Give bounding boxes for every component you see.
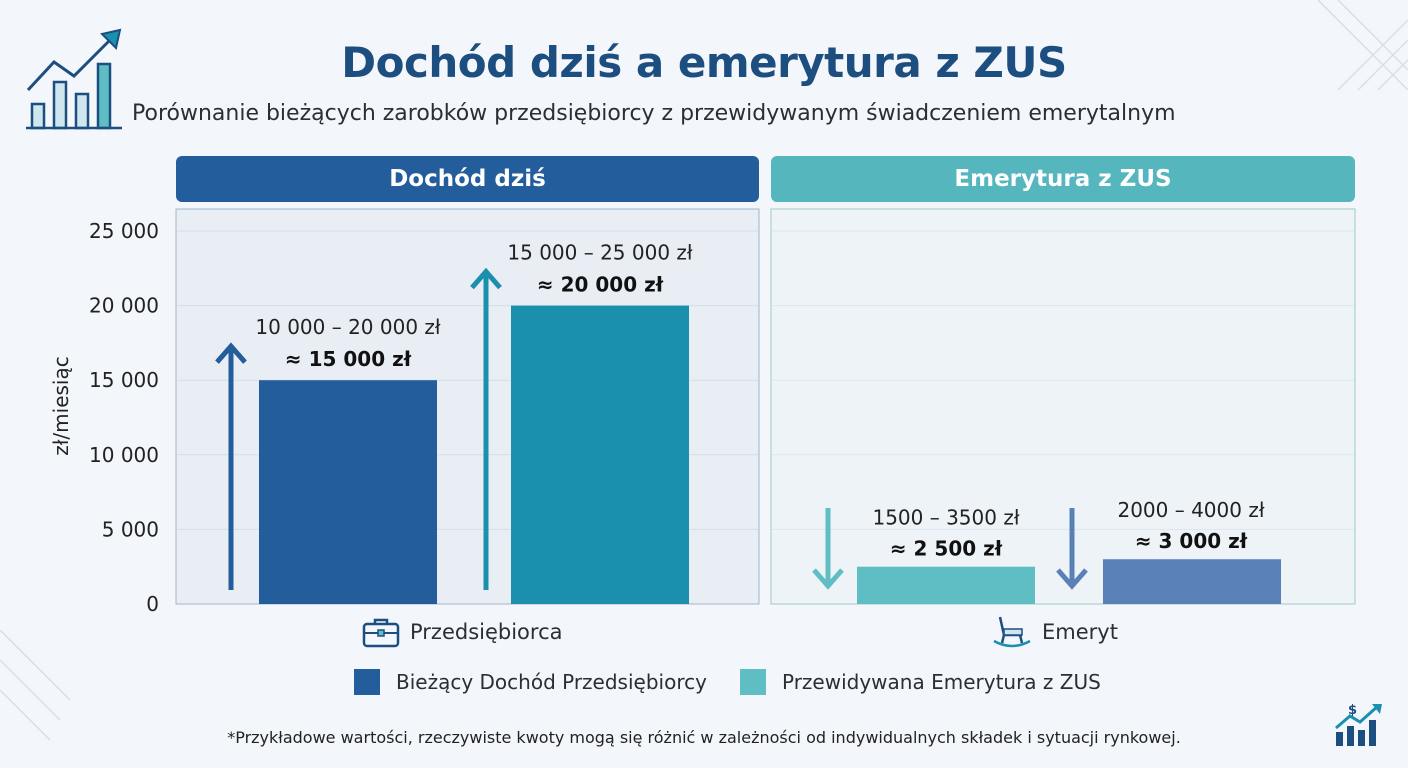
growth-chart-icon	[26, 28, 122, 130]
category-label-entrepreneur: Przedsiębiorca	[362, 616, 563, 648]
bar-range-label: 1500 – 3500 zł	[872, 506, 1019, 530]
down-arrow-head-icon	[1056, 568, 1088, 590]
up-arrow-head-icon	[470, 267, 502, 290]
legend-label-income: Bieżący Dochód Przedsiębiorcy	[396, 670, 707, 694]
panel-header-pension: Emerytura z ZUS	[771, 156, 1355, 202]
bar-range-label: 15 000 – 25 000 zł	[507, 241, 693, 265]
bar	[1103, 559, 1281, 604]
y-tick-label: 5 000	[102, 517, 159, 541]
page-subtitle: Porównanie bieżących zarobków przedsiębi…	[132, 101, 1176, 126]
bar	[511, 305, 689, 604]
legend-swatch-pension	[740, 669, 766, 695]
legend-item-pension: Przewidywana Emerytura z ZUS	[740, 668, 1101, 696]
up-arrow-head-icon	[215, 342, 247, 364]
page-title: Dochód dziś a emerytura z ZUS	[341, 38, 1067, 87]
category-label-text: Przedsiębiorca	[410, 620, 563, 644]
y-tick-label: 0	[146, 592, 159, 616]
y-tick-label: 15 000	[89, 368, 159, 392]
y-tick-label: 10 000	[89, 443, 159, 467]
y-tick-label: 20 000	[89, 294, 159, 318]
legend-item-income: Bieżący Dochód Przedsiębiorcy	[354, 668, 707, 696]
y-axis-label: zł/miesiąc	[49, 356, 73, 456]
panel-header-income: Dochód dziś	[176, 156, 759, 202]
y-tick-label: 25 000	[89, 219, 159, 243]
legend-label-pension: Przewidywana Emerytura z ZUS	[782, 670, 1101, 694]
bar	[857, 566, 1035, 604]
down-arrow-head-icon	[812, 568, 844, 590]
bar-range-label: 2000 – 4000 zł	[1117, 498, 1264, 522]
rocking-chair-icon	[993, 616, 1031, 648]
bar-value-label: ≈ 20 000 zł	[537, 273, 664, 297]
category-label-text: Emeryt	[1042, 620, 1118, 644]
category-label-retiree: Emeryt	[992, 616, 1118, 648]
corner-decoration-top-right	[1317, 0, 1408, 91]
footnote: *Przykładowe wartości, rzeczywiste kwoty…	[227, 728, 1181, 747]
bar-value-label: ≈ 15 000 zł	[285, 347, 412, 371]
bar-value-label: ≈ 3 000 zł	[1135, 529, 1248, 553]
legend-swatch-income	[354, 669, 380, 695]
bar-value-label: ≈ 2 500 zł	[890, 537, 1003, 561]
bar	[259, 380, 437, 604]
briefcase-icon	[362, 618, 400, 648]
dollar-growth-icon: $	[1335, 703, 1382, 746]
plot-area-right	[770, 208, 1356, 605]
bar-range-label: 10 000 – 20 000 zł	[255, 315, 441, 339]
corner-decoration-bottom-left	[0, 629, 71, 741]
svg-text:$: $	[1348, 703, 1357, 718]
